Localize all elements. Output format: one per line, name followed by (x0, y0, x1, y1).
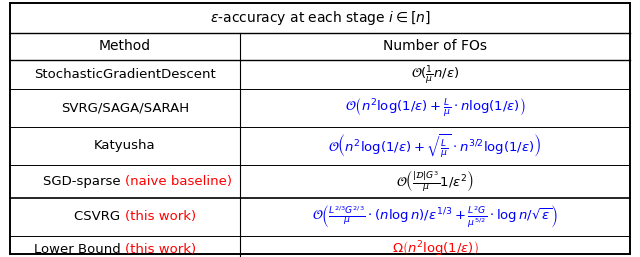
Text: Number of FOs: Number of FOs (383, 39, 487, 53)
Text: $\mathcal{O}\left(n^2 \log(1/\epsilon) + \frac{L}{\mu} \cdot n \log(1/\epsilon)\: $\mathcal{O}\left(n^2 \log(1/\epsilon) +… (345, 97, 525, 119)
Text: SVRG/SAGA/SARAH: SVRG/SAGA/SARAH (61, 101, 189, 114)
Text: $\mathcal{O}\left(\frac{|\mathcal{D}|G^3}{\mu} 1/\epsilon^2\right)$: $\mathcal{O}\left(\frac{|\mathcal{D}|G^3… (396, 168, 474, 194)
Text: Katyusha: Katyusha (94, 139, 156, 152)
Text: $\mathcal{O}\left(\frac{L^{2/3}G^{2/3}}{\mu} \cdot (n \log n)/\epsilon^{1/3} + \: $\mathcal{O}\left(\frac{L^{2/3}G^{2/3}}{… (312, 203, 558, 230)
Text: $\epsilon$-accuracy at each stage $i \in [n]$: $\epsilon$-accuracy at each stage $i \in… (210, 9, 430, 27)
Text: (naive baseline): (naive baseline) (125, 175, 232, 188)
Text: $\mathcal{O}\left(n^2 \log(1/\epsilon) + \sqrt{\frac{L}{\mu}} \cdot n^{3/2} \log: $\mathcal{O}\left(n^2 \log(1/\epsilon) +… (328, 132, 542, 160)
Text: $\Omega\left(n^2 \log(1/\epsilon)\right)$: $\Omega\left(n^2 \log(1/\epsilon)\right)… (392, 240, 479, 257)
Text: SGD-sparse: SGD-sparse (43, 175, 125, 188)
Text: Method: Method (99, 39, 151, 53)
Text: $\mathcal{O}(\frac{1}{\mu} n/\epsilon)$: $\mathcal{O}(\frac{1}{\mu} n/\epsilon)$ (411, 63, 460, 86)
Text: StochasticGradientDescent: StochasticGradientDescent (34, 68, 216, 81)
Text: (this work): (this work) (125, 243, 196, 256)
Text: CSVRG: CSVRG (74, 210, 125, 223)
Text: (this work): (this work) (125, 210, 196, 223)
Text: Lower Bound: Lower Bound (34, 243, 125, 256)
